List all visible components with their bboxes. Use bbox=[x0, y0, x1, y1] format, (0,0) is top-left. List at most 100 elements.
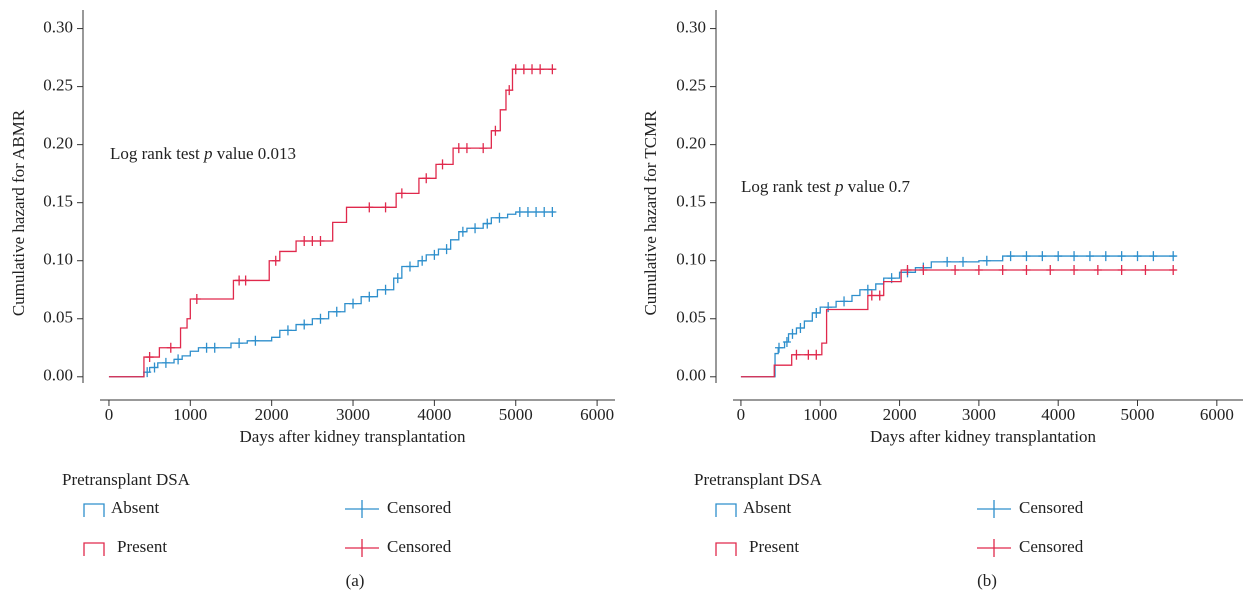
censor-mark bbox=[505, 85, 514, 96]
censor-mark bbox=[804, 349, 813, 360]
censor-mark bbox=[397, 188, 406, 199]
panel-label: (b) bbox=[977, 571, 997, 590]
censor-mark bbox=[1046, 265, 1055, 275]
x-tick-label: 6000 bbox=[580, 405, 614, 424]
censor-mark bbox=[792, 349, 801, 360]
censor-mark bbox=[528, 64, 537, 75]
step-line bbox=[108, 211, 555, 378]
legend-title: Pretransplant DSA bbox=[694, 470, 823, 489]
censor-mark bbox=[150, 362, 159, 373]
censor-mark bbox=[495, 212, 504, 223]
censor-mark bbox=[974, 265, 983, 275]
censor-mark bbox=[1038, 251, 1047, 262]
annotation-italic: p bbox=[834, 177, 844, 196]
annotation: Log rank test p value 0.013 bbox=[110, 144, 296, 163]
censor-mark bbox=[788, 328, 797, 339]
censor-mark bbox=[1169, 251, 1178, 262]
censor-mark bbox=[308, 235, 317, 246]
censor-mark bbox=[381, 202, 390, 213]
step-line bbox=[740, 269, 1176, 378]
censor-mark bbox=[863, 284, 872, 295]
censor-mark bbox=[1070, 251, 1079, 262]
legend-swatch bbox=[83, 503, 105, 517]
legend-label: Censored bbox=[387, 498, 452, 517]
censor-mark bbox=[235, 338, 244, 349]
x-tick-label: 2000 bbox=[883, 405, 917, 424]
legend-label: Present bbox=[117, 537, 167, 556]
legend-label: Present bbox=[749, 537, 799, 556]
censor-mark bbox=[210, 342, 219, 353]
censor-mark bbox=[438, 159, 447, 170]
censor-mark bbox=[393, 273, 402, 284]
y-axis-label: Cumulative hazard for TCMR bbox=[641, 110, 660, 316]
censor-mark bbox=[1093, 265, 1102, 275]
x-tick-label: 6000 bbox=[1200, 405, 1234, 424]
censor-mark bbox=[903, 265, 912, 275]
censor-mark bbox=[300, 319, 309, 330]
panel-label: (a) bbox=[346, 571, 365, 590]
x-tick-label: 1000 bbox=[173, 405, 207, 424]
censor-mark bbox=[536, 64, 545, 75]
y-tick-label: 0.25 bbox=[676, 76, 706, 95]
censor-mark bbox=[919, 265, 928, 275]
censor-mark bbox=[812, 307, 821, 318]
legend-swatch bbox=[83, 542, 105, 556]
x-tick-label: 0 bbox=[105, 405, 114, 424]
censor-mark bbox=[430, 249, 439, 260]
censor-mark bbox=[300, 235, 309, 246]
legend-label: Absent bbox=[111, 498, 159, 517]
censor-mark bbox=[867, 290, 876, 301]
legend-censor bbox=[345, 539, 379, 557]
x-tick-label: 4000 bbox=[417, 405, 451, 424]
annotation-text: value 0.013 bbox=[217, 144, 296, 163]
censor-mark bbox=[145, 352, 154, 363]
x-tick-label: 3000 bbox=[962, 405, 996, 424]
y-tick-label: 0.10 bbox=[43, 250, 73, 269]
y-tick-label: 0.05 bbox=[43, 308, 73, 327]
censor-mark bbox=[782, 336, 791, 347]
censor-mark bbox=[491, 125, 500, 136]
annotation-italic: p bbox=[203, 144, 213, 163]
censor-mark bbox=[1117, 265, 1126, 275]
censor-mark bbox=[271, 255, 280, 266]
legend-title: Pretransplant DSA bbox=[62, 470, 191, 489]
censor-mark bbox=[332, 306, 341, 317]
censor-mark bbox=[479, 143, 488, 154]
censor-mark bbox=[1070, 265, 1079, 275]
censor-mark bbox=[454, 143, 463, 154]
censor-mark bbox=[523, 206, 532, 217]
censor-mark bbox=[1006, 251, 1015, 262]
censor-mark bbox=[982, 255, 991, 266]
legend-label: Censored bbox=[1019, 537, 1084, 556]
censor-mark bbox=[1022, 251, 1031, 262]
censor-mark bbox=[1117, 251, 1126, 262]
censor-mark bbox=[840, 296, 849, 307]
censor-mark bbox=[251, 335, 260, 346]
censor-mark bbox=[192, 294, 201, 305]
censor-mark bbox=[1133, 251, 1142, 262]
x-tick-label: 0 bbox=[737, 405, 746, 424]
y-tick-label: 0.25 bbox=[43, 76, 73, 95]
annotation-text: Log rank test bbox=[741, 177, 831, 196]
censor-mark bbox=[796, 323, 805, 334]
annotation: Log rank test p value 0.7 bbox=[741, 177, 911, 196]
x-tick-label: 5000 bbox=[1121, 405, 1155, 424]
censor-mark bbox=[316, 313, 325, 324]
annotation-text: Log rank test bbox=[110, 144, 200, 163]
legend-censor bbox=[345, 500, 379, 518]
censor-mark bbox=[548, 64, 557, 75]
step-line bbox=[740, 255, 1176, 378]
x-axis-label: Days after kidney transplantation bbox=[239, 427, 466, 446]
censor-mark bbox=[548, 206, 557, 217]
censor-mark bbox=[418, 255, 427, 266]
censor-mark bbox=[875, 290, 884, 301]
y-tick-label: 0.20 bbox=[676, 134, 706, 153]
censor-mark bbox=[365, 291, 374, 302]
x-tick-label: 5000 bbox=[499, 405, 533, 424]
y-tick-label: 0.00 bbox=[43, 366, 73, 385]
y-tick-label: 0.10 bbox=[676, 250, 706, 269]
legend-label: Censored bbox=[1019, 498, 1084, 517]
censor-mark bbox=[483, 218, 492, 229]
censor-mark bbox=[405, 261, 414, 272]
